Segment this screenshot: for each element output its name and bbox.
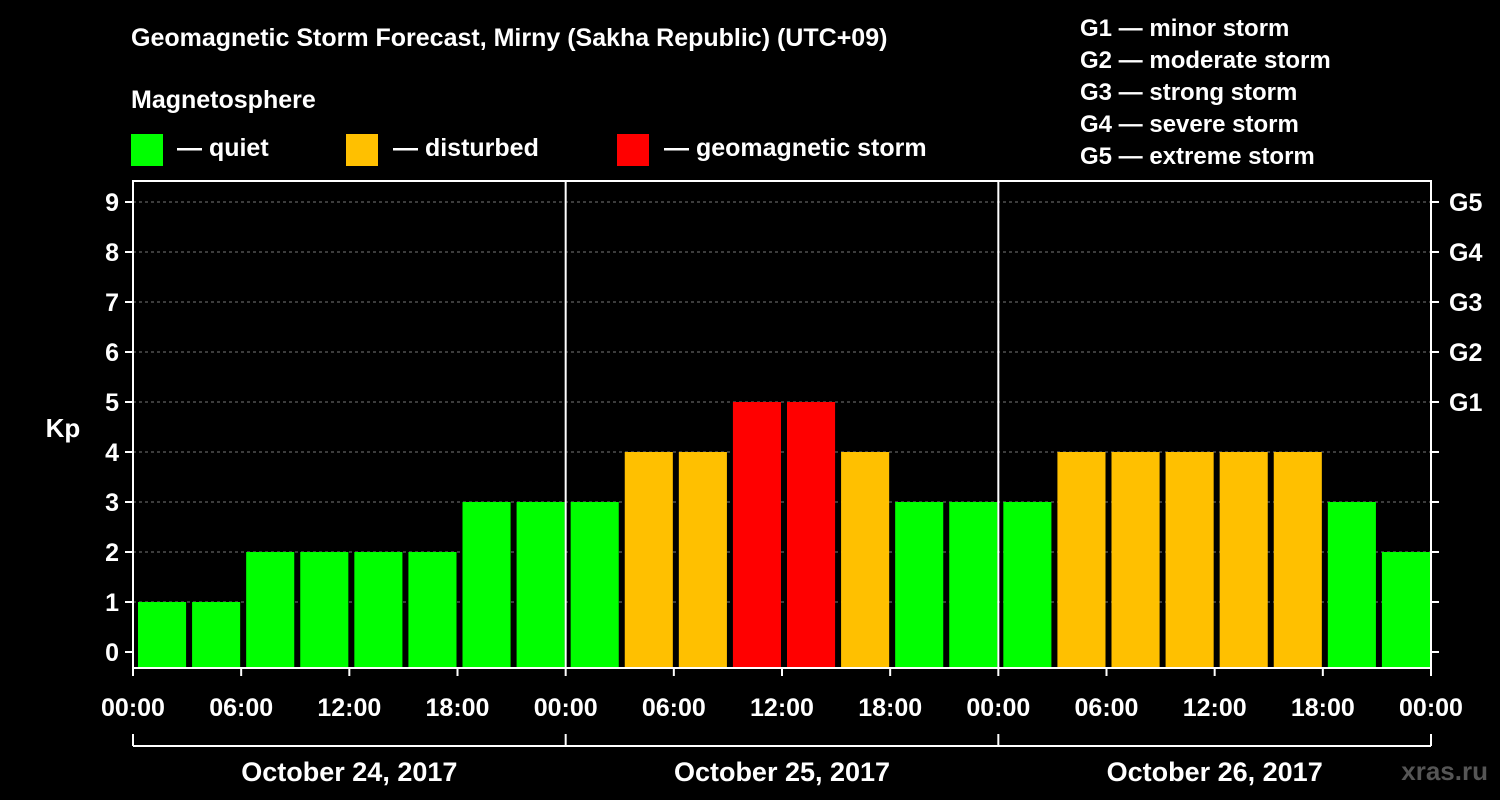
xtick-label-11: 18:00 bbox=[1291, 694, 1355, 722]
right-axis-label-g3: G3 bbox=[1449, 289, 1482, 317]
bar-10 bbox=[678, 452, 727, 668]
bar-14 bbox=[895, 502, 944, 668]
bar-22 bbox=[1327, 502, 1376, 668]
ytick-label-7: 7 bbox=[105, 289, 119, 317]
grid bbox=[133, 201, 1431, 603]
ytick-label-1: 1 bbox=[105, 589, 119, 617]
legend-swatch-disturbed bbox=[346, 134, 378, 166]
right-axis-label-g1: G1 bbox=[1449, 389, 1482, 417]
bar-0 bbox=[138, 602, 187, 668]
legend-label-storm: — geomagnetic storm bbox=[664, 134, 927, 162]
watermark: xras.ru bbox=[1401, 756, 1488, 786]
bar-7 bbox=[516, 502, 565, 668]
ytick-label-6: 6 bbox=[105, 339, 119, 367]
xtick-label-9: 06:00 bbox=[1075, 694, 1139, 722]
xtick-label-4: 00:00 bbox=[534, 694, 598, 722]
right-axis-label-g5: G5 bbox=[1449, 189, 1482, 217]
xtick-label-0: 00:00 bbox=[101, 694, 165, 722]
bar-21 bbox=[1273, 452, 1322, 668]
bar-18 bbox=[1111, 452, 1160, 668]
xtick-label-8: 00:00 bbox=[966, 694, 1030, 722]
bar-6 bbox=[462, 502, 511, 668]
bar-11 bbox=[732, 402, 781, 668]
axes: 0 1 2 3 4 5 6 7 8 9 Kp G1 G2 G3 G4 G5 00:00 06:00 12:00 18:… bbox=[46, 180, 1482, 787]
legend-swatch-storm bbox=[617, 134, 649, 166]
legend-label-disturbed: — disturbed bbox=[393, 134, 539, 162]
legend-heading: Magnetosphere bbox=[131, 86, 316, 114]
xtick-label-5: 06:00 bbox=[642, 694, 706, 722]
xtick-label-10: 12:00 bbox=[1183, 694, 1247, 722]
bar-16 bbox=[1003, 502, 1052, 668]
legend-label-quiet: — quiet bbox=[177, 134, 269, 162]
bar-19 bbox=[1165, 452, 1214, 668]
bar-9 bbox=[624, 452, 673, 668]
xtick-label-3: 18:00 bbox=[426, 694, 490, 722]
bar-3 bbox=[300, 552, 349, 668]
right-axis-label-g2: G2 bbox=[1449, 339, 1482, 367]
xtick-label-6: 12:00 bbox=[750, 694, 814, 722]
xtick-label-2: 12:00 bbox=[317, 694, 381, 722]
ytick-label-4: 4 bbox=[105, 439, 119, 467]
ytick-label-2: 2 bbox=[105, 539, 119, 567]
bar-4 bbox=[354, 552, 403, 668]
ytick-label-3: 3 bbox=[105, 489, 119, 517]
bar-15 bbox=[949, 502, 998, 668]
legend-swatch-quiet bbox=[131, 134, 163, 166]
bar-5 bbox=[408, 552, 457, 668]
date-label-2: October 26, 2017 bbox=[1107, 757, 1323, 787]
bar-23 bbox=[1381, 552, 1430, 668]
chart-title: Geomagnetic Storm Forecast, Mirny (Sakha… bbox=[131, 24, 888, 52]
bar-2 bbox=[246, 552, 295, 668]
bar-13 bbox=[841, 452, 890, 668]
xtick-label-1: 06:00 bbox=[209, 694, 273, 722]
ytick-label-0: 0 bbox=[105, 639, 119, 667]
storm-scale-g2: G2 — moderate storm bbox=[1080, 47, 1331, 74]
ytick-label-9: 9 bbox=[105, 189, 119, 217]
xtick-label-12: 00:00 bbox=[1399, 694, 1463, 722]
right-axis-label-g4: G4 bbox=[1449, 239, 1482, 267]
bar-12 bbox=[787, 402, 836, 668]
bar-1 bbox=[192, 602, 241, 668]
bar-20 bbox=[1219, 452, 1268, 668]
bar-8 bbox=[570, 502, 619, 668]
storm-scale-g1: G1 — minor storm bbox=[1080, 15, 1290, 42]
storm-scale-g3: G3 — strong storm bbox=[1080, 79, 1298, 106]
xtick-label-7: 18:00 bbox=[858, 694, 922, 722]
date-label-0: October 24, 2017 bbox=[241, 757, 457, 787]
ytick-label-5: 5 bbox=[105, 389, 119, 417]
date-label-1: October 25, 2017 bbox=[674, 757, 890, 787]
bar-17 bbox=[1057, 452, 1106, 668]
y-axis-label: Kp bbox=[46, 413, 81, 443]
storm-scale-g5: G5 — extreme storm bbox=[1080, 143, 1315, 170]
storm-scale-g4: G4 — severe storm bbox=[1080, 111, 1299, 138]
ytick-label-8: 8 bbox=[105, 239, 119, 267]
bars bbox=[138, 402, 1430, 668]
